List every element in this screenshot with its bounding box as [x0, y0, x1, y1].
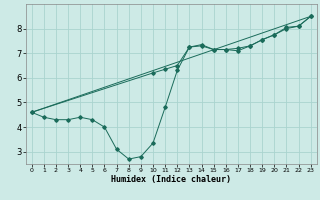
X-axis label: Humidex (Indice chaleur): Humidex (Indice chaleur): [111, 175, 231, 184]
